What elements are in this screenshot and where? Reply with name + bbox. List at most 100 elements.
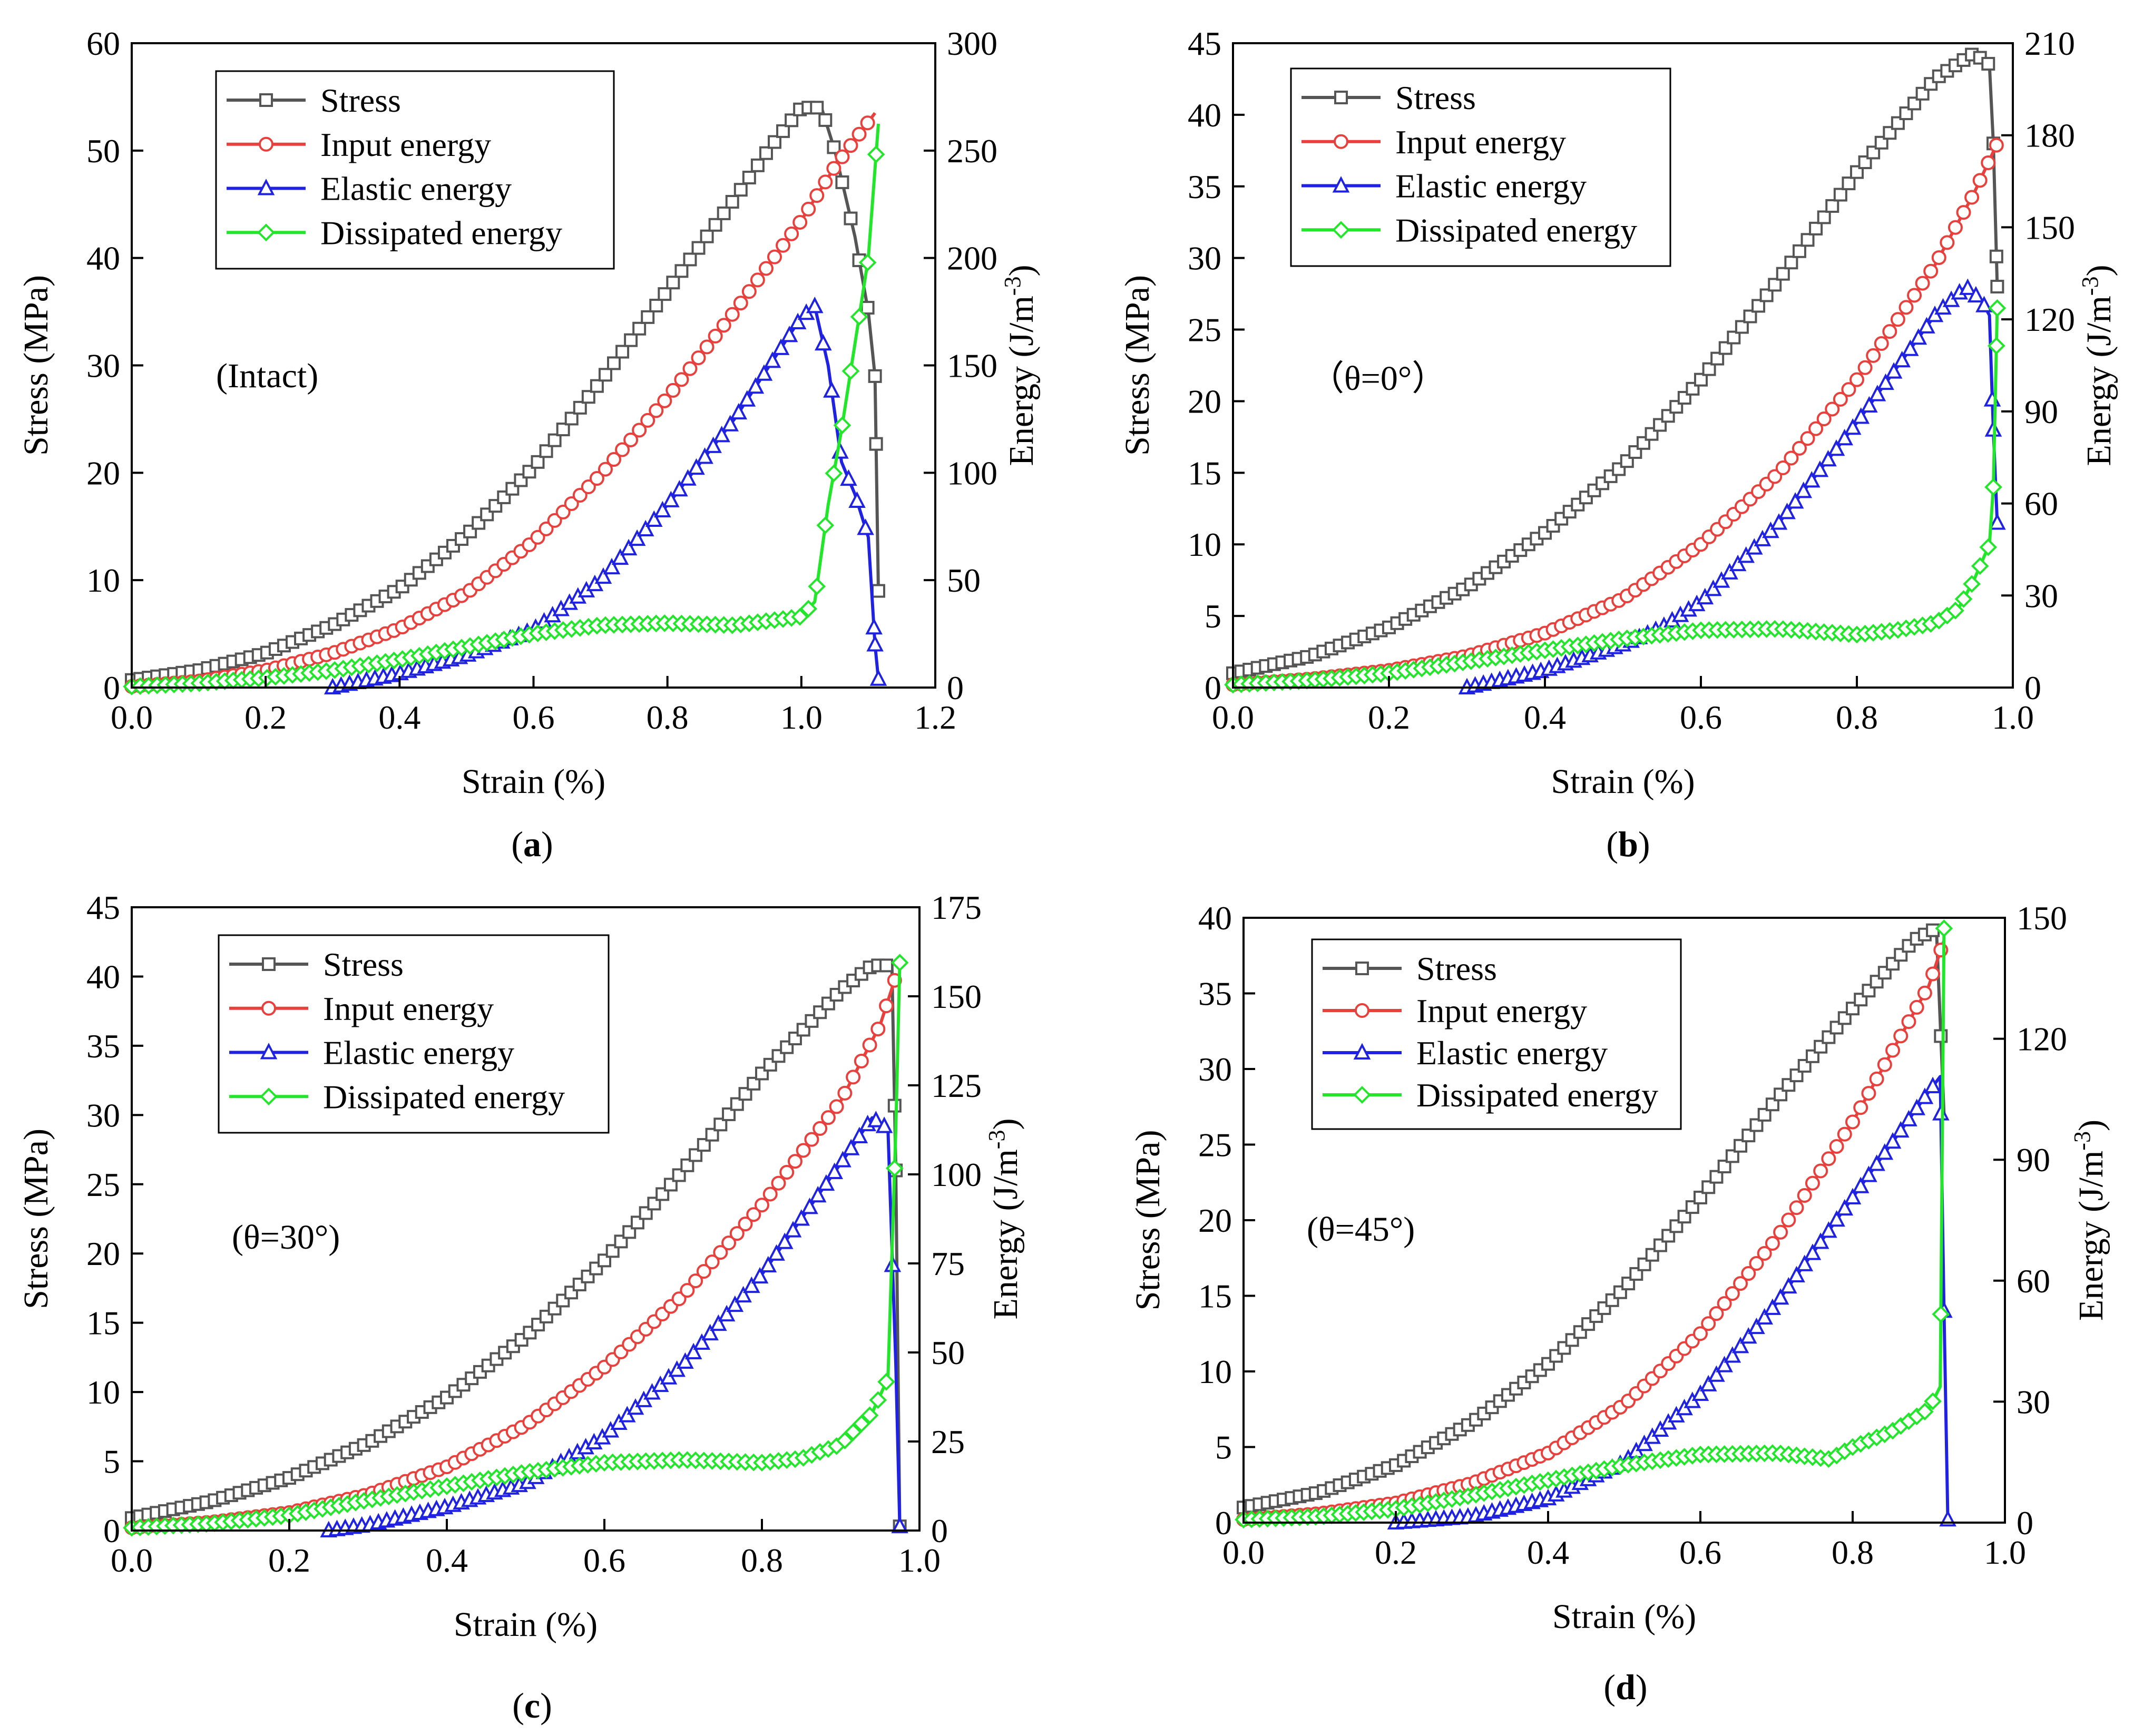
legend-marker-elastic [260, 1043, 278, 1060]
data-point-stress [1926, 923, 1940, 937]
data-point-elastic [780, 326, 798, 342]
data-point-dissipated [808, 577, 826, 595]
data-point-elastic [1844, 1188, 1862, 1204]
data-point-stress [547, 433, 562, 447]
data-point-stress [564, 411, 579, 426]
data-point-dissipated [890, 954, 909, 972]
data-point-stress [590, 379, 604, 393]
data-point-input [1767, 469, 1783, 484]
data-point-stress [887, 1099, 902, 1113]
data-point-elastic [1739, 1327, 1757, 1344]
data-point-stress [680, 1158, 694, 1172]
data-point-stress [1883, 126, 1897, 140]
data-point-elastic [603, 557, 621, 575]
series-elastic [324, 297, 887, 694]
y-left-tick-label: 25 [86, 1166, 120, 1203]
data-point-input [1917, 985, 1932, 1001]
legend-box [1290, 67, 1671, 267]
data-point-input [1821, 1151, 1836, 1166]
data-point-input [843, 138, 858, 153]
y-right-tick-label: 125 [931, 1067, 982, 1104]
data-point-input [1781, 1212, 1796, 1228]
legend-marker-elastic [1353, 1043, 1371, 1060]
data-point-elastic [1756, 1308, 1773, 1325]
series-dissipated [1224, 299, 2007, 694]
data-point-elastic [1724, 1346, 1741, 1363]
data-point-elastic [1745, 538, 1763, 555]
data-point-stress [683, 252, 697, 267]
legend-box [218, 934, 610, 1134]
data-point-elastic [823, 381, 840, 398]
data-point-input [1709, 1306, 1724, 1321]
data-point-stress [615, 345, 630, 359]
data-point-stress [641, 310, 655, 324]
y-right-axis-title: Energy (J/m-3) [1000, 265, 1041, 466]
x-tick-label: 0.4 [426, 1542, 468, 1579]
y-left-tick-label: 10 [1188, 526, 1221, 563]
y-left-tick-label: 0 [1215, 1504, 1232, 1542]
data-point-input [682, 361, 698, 376]
data-point-elastic [730, 403, 748, 420]
data-point-input [666, 382, 681, 398]
data-point-stress [649, 298, 663, 312]
data-point-input [746, 1207, 761, 1222]
data-point-input [1725, 1286, 1740, 1301]
data-point-stress [1800, 233, 1815, 247]
data-point-elastic [679, 469, 697, 486]
data-point-input [870, 1022, 886, 1037]
data-point-stress [776, 124, 790, 138]
condition-annotation: (θ=30°) [232, 1218, 340, 1257]
data-point-dissipated [844, 1423, 862, 1441]
data-point-input [860, 115, 875, 131]
data-point-stress [733, 183, 748, 197]
data-point-input [809, 188, 825, 203]
data-point-input [1893, 1028, 1909, 1044]
y-left-tick-label: 30 [86, 347, 120, 385]
x-axis-title: Strain (%) [1552, 1597, 1696, 1636]
data-point-input [640, 413, 655, 428]
y-right-tick-label: 30 [2024, 577, 2058, 614]
x-tick-label: 0.0 [111, 1542, 153, 1579]
data-point-input [657, 393, 672, 408]
data-point-elastic [1884, 1132, 1902, 1149]
data-point-elastic [776, 1232, 794, 1249]
data-point-input [725, 307, 740, 322]
data-point-stress [1891, 116, 1905, 130]
x-tick-label: 0.6 [1680, 699, 1722, 736]
data-point-input [581, 479, 596, 495]
data-point-elastic [1932, 1104, 1950, 1121]
data-point-stress [1776, 267, 1790, 281]
legend-marker-dissipated [257, 223, 275, 242]
legend-label-stress: Stress [1416, 950, 1497, 987]
data-point-input [1765, 1235, 1780, 1251]
legend-label-input: Input energy [323, 990, 494, 1027]
data-point-elastic [1811, 460, 1829, 477]
data-point-elastic [611, 548, 629, 565]
data-point-stress [1710, 351, 1725, 366]
x-tick-label: 1.0 [780, 699, 823, 736]
y-right-tick-label: 30 [2017, 1383, 2050, 1420]
data-point-input [539, 521, 554, 536]
data-point-input [762, 1186, 778, 1202]
data-point-stress [1842, 176, 1856, 191]
data-point-input [1808, 421, 1824, 436]
y-right-tick-label: 0 [931, 1512, 948, 1549]
legend: Stress Input energy Elastic energy Dissipat… [1311, 938, 1682, 1130]
y-left-tick-label: 35 [1188, 168, 1221, 205]
y-right-tick-label: 150 [2024, 209, 2075, 246]
data-point-elastic [1868, 385, 1886, 401]
series-stress [1226, 47, 2004, 680]
data-point-input [792, 214, 808, 230]
data-point-elastic [840, 469, 857, 486]
x-axis-title: Strain (%) [1551, 762, 1695, 801]
data-point-input [589, 471, 604, 486]
data-point-elastic [710, 1314, 727, 1331]
data-point-stress [742, 171, 756, 185]
data-point-input [826, 161, 841, 176]
data-point-input [680, 1283, 695, 1298]
data-point-elastic [1893, 350, 1911, 368]
data-point-elastic [1772, 1288, 1789, 1305]
data-point-elastic [1868, 1154, 1885, 1171]
panel-label: (c) [512, 1685, 552, 1725]
data-point-stress [539, 444, 553, 458]
